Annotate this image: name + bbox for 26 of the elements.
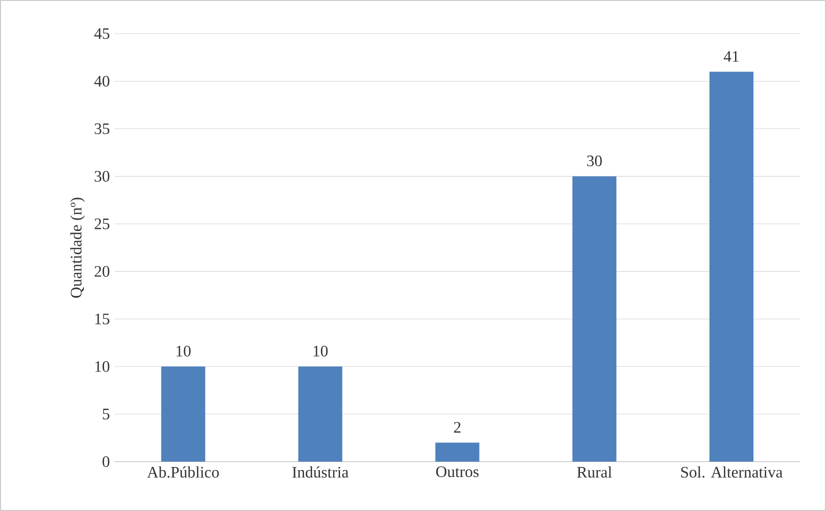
x-tick-label: Outros <box>436 466 479 478</box>
y-tick-label: 35 <box>94 123 110 134</box>
y-tick-label: 10 <box>95 361 110 372</box>
y-tick-label: 20 <box>94 266 110 277</box>
data-label: 10 <box>176 346 191 356</box>
x-tick-label: Rural <box>577 466 612 478</box>
y-tick-label: 5 <box>102 408 110 420</box>
bar <box>161 366 206 462</box>
y-tick-label: 45 <box>94 28 110 39</box>
bar <box>298 366 342 462</box>
y-tick-label: 15 <box>95 314 110 324</box>
bar <box>435 442 480 462</box>
x-tick-label: Sol. Alternativa <box>681 466 783 478</box>
y-tick-label: 0 <box>102 456 110 468</box>
data-label: 41 <box>724 51 739 62</box>
y-tick-label: 30 <box>94 170 110 182</box>
data-label: 30 <box>587 155 602 166</box>
y-tick-label: 40 <box>94 76 110 87</box>
data-label: 10 <box>314 346 328 356</box>
x-tick-label: Ab.Público <box>147 466 219 478</box>
bar <box>572 176 616 462</box>
y-tick-label: 25 <box>94 218 110 230</box>
x-tick-label: Indústria <box>292 466 348 478</box>
bar <box>709 72 754 462</box>
y-axis-title: Quantidade (nº) <box>70 198 85 298</box>
data-label: 2 <box>454 422 460 433</box>
